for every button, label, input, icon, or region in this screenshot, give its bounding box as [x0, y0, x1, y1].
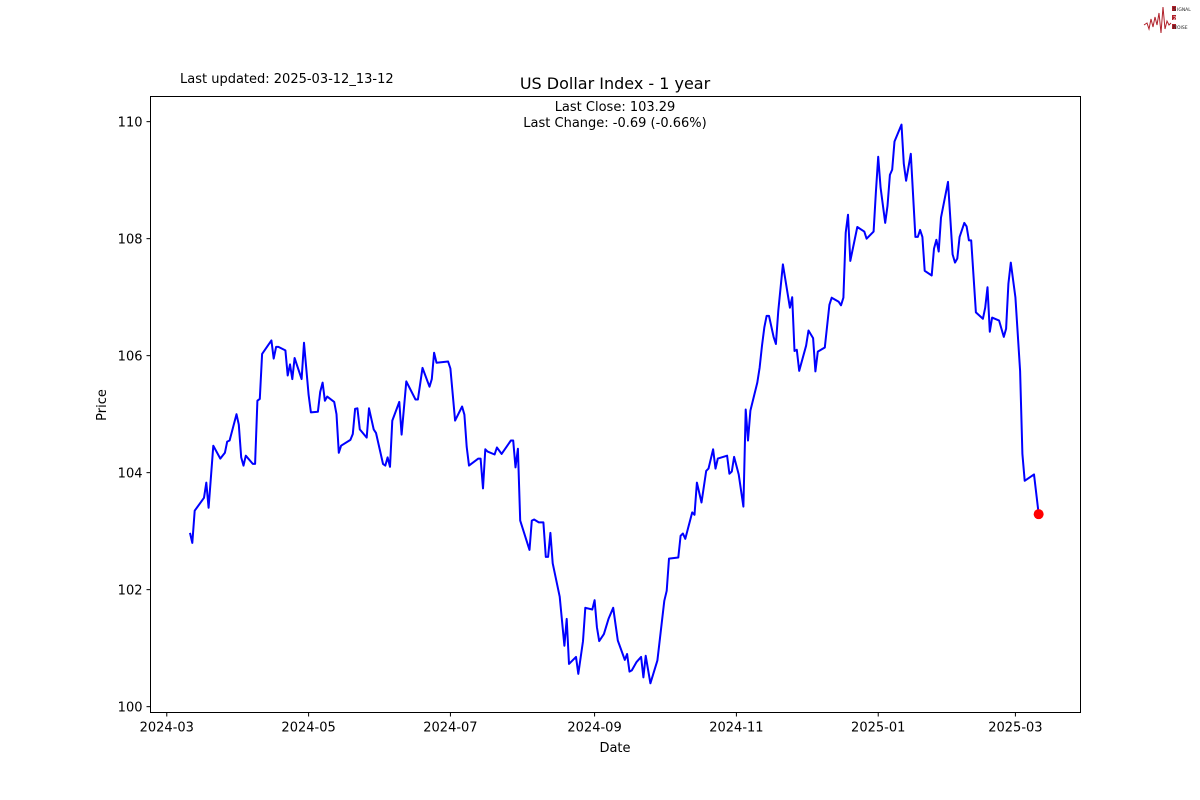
svg-text:2: 2	[1173, 16, 1176, 22]
last-close-point	[1033, 509, 1044, 520]
x-tick-label: 2024-03	[140, 721, 194, 736]
logo: S IGNAL 2 N OISE	[1143, 3, 1195, 37]
y-tick-label: 104	[118, 467, 143, 482]
signal-to-noise-logo-icon: S IGNAL 2 N OISE	[1143, 6, 1191, 34]
y-tick-label: 110	[118, 116, 143, 131]
svg-text:N: N	[1173, 25, 1177, 31]
y-tick-label: 108	[118, 233, 143, 248]
x-tick-label: 2024-05	[281, 721, 335, 736]
plot-frame	[150, 96, 1081, 713]
x-tick-label: 2024-09	[567, 721, 621, 736]
last-change-annotation: Last Change: -0.69 (-0.66%)	[523, 116, 706, 131]
y-tick-label: 102	[118, 584, 143, 599]
y-tick-label: 100	[118, 701, 143, 716]
last-close-annotation: Last Close: 103.29	[555, 100, 676, 115]
svg-text:S: S	[1173, 7, 1176, 13]
x-tick-label: 2025-01	[851, 721, 905, 736]
x-tick-label: 2024-07	[423, 721, 477, 736]
svg-text:IGNAL: IGNAL	[1177, 7, 1191, 13]
x-tick-label: 2025-03	[988, 721, 1042, 736]
price-line	[189, 123, 1040, 685]
y-tick-label: 106	[118, 350, 143, 365]
x-axis-label: Date	[599, 741, 630, 756]
x-tick-label: 2024-11	[709, 721, 763, 736]
last-updated-label: Last updated: 2025-03-12_13-12	[180, 72, 394, 87]
chart-title: US Dollar Index - 1 year	[520, 74, 711, 93]
y-axis-label: Price	[95, 389, 110, 421]
svg-text:OISE: OISE	[1177, 25, 1188, 31]
